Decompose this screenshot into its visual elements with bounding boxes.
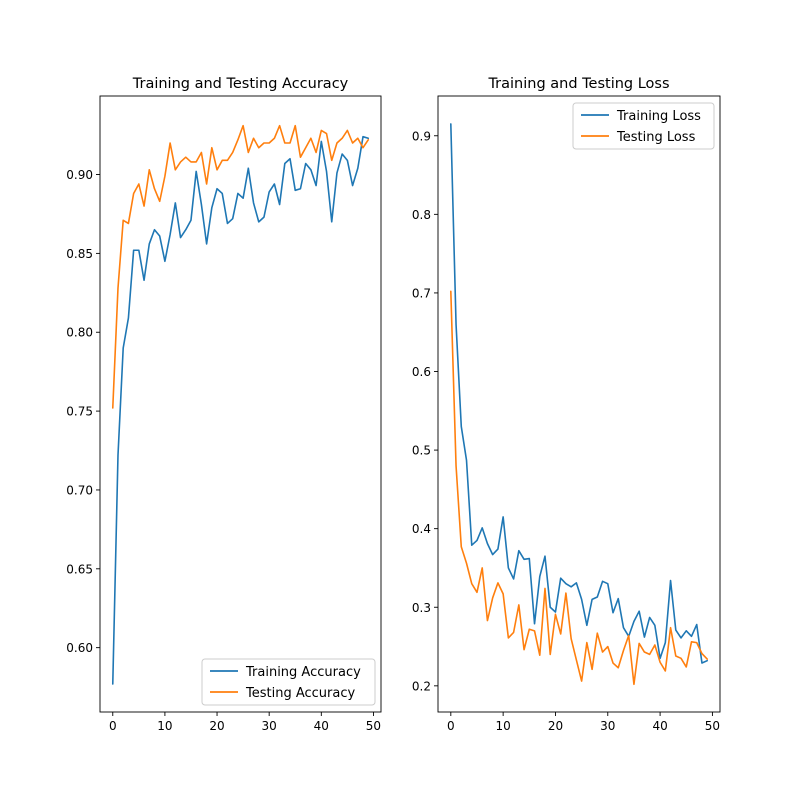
legend-label-training-accuracy: Training Accuracy xyxy=(245,665,361,680)
loss-x-tick-label: 20 xyxy=(548,719,563,733)
accuracy-chart-ticks: 0 10 20 30 40 50 0.60 0.65 0.70 0.75 0.80 0.85 0.90 xyxy=(66,168,381,733)
legend-label-testing-accuracy: Testing Accuracy xyxy=(245,686,355,701)
accuracy-y-tick-label: 0.65 xyxy=(66,562,93,576)
accuracy-x-tick-label: 20 xyxy=(209,719,224,733)
loss-chart-ticks: 0 10 20 30 40 50 0.2 0.3 0.4 0.5 0.6 0.7 0.8 0.9 xyxy=(412,129,720,733)
loss-y-tick-label: 0.5 xyxy=(412,444,431,458)
accuracy-x-tick-label: 10 xyxy=(157,719,172,733)
loss-x-tick-label: 30 xyxy=(600,719,615,733)
loss-y-tick-label: 0.9 xyxy=(412,129,431,143)
series-line-training-accuracy xyxy=(111,135,370,685)
accuracy-y-tick-label: 0.85 xyxy=(66,247,93,261)
accuracy-x-tick-label: 30 xyxy=(262,719,277,733)
loss-y-tick-label: 0.6 xyxy=(412,365,431,379)
loss-chart-lines xyxy=(450,123,708,686)
accuracy-chart-title: Training and Testing Accuracy xyxy=(132,76,349,92)
loss-chart-title: Training and Testing Loss xyxy=(487,76,669,92)
accuracy-legend: Training Accuracy Testing Accuracy xyxy=(201,658,376,706)
series-line-training-loss xyxy=(450,123,708,664)
series-line-testing-accuracy xyxy=(111,124,370,409)
accuracy-chart-frame xyxy=(99,95,382,713)
loss-y-tick-label: 0.4 xyxy=(412,522,431,536)
accuracy-x-tick-label: 50 xyxy=(366,719,381,733)
accuracy-y-tick-label: 0.70 xyxy=(66,483,93,497)
loss-x-tick-label: 40 xyxy=(652,719,667,733)
loss-chart-frame xyxy=(437,95,721,713)
accuracy-y-tick-label: 0.80 xyxy=(66,326,93,340)
loss-x-tick-label: 0 xyxy=(447,719,455,733)
loss-x-tick-label: 10 xyxy=(495,719,510,733)
loss-y-tick-label: 0.3 xyxy=(412,601,431,615)
legend-label-training-loss: Training Loss xyxy=(616,109,701,124)
series-line-testing-loss xyxy=(450,290,708,686)
loss-y-tick-label: 0.2 xyxy=(412,679,431,693)
loss-x-tick-label: 50 xyxy=(705,719,720,733)
loss-chart: Training and Testing Loss 0 10 20 30 40 50 0.2… xyxy=(412,76,721,733)
accuracy-y-tick-label: 0.60 xyxy=(66,641,93,655)
loss-y-tick-label: 0.7 xyxy=(412,286,431,300)
accuracy-y-tick-label: 0.90 xyxy=(66,168,93,182)
accuracy-x-tick-label: 0 xyxy=(109,719,117,733)
accuracy-y-tick-label: 0.75 xyxy=(66,405,93,419)
loss-y-tick-label: 0.8 xyxy=(412,208,431,222)
loss-legend: Training Loss Testing Loss xyxy=(572,102,715,150)
accuracy-x-tick-label: 40 xyxy=(314,719,329,733)
accuracy-legend-box xyxy=(201,658,376,706)
accuracy-chart: Training and Testing Accuracy 0 10 20 30 40 5… xyxy=(66,76,382,733)
legend-label-testing-loss: Testing Loss xyxy=(616,130,696,145)
accuracy-chart-lines xyxy=(111,124,370,685)
